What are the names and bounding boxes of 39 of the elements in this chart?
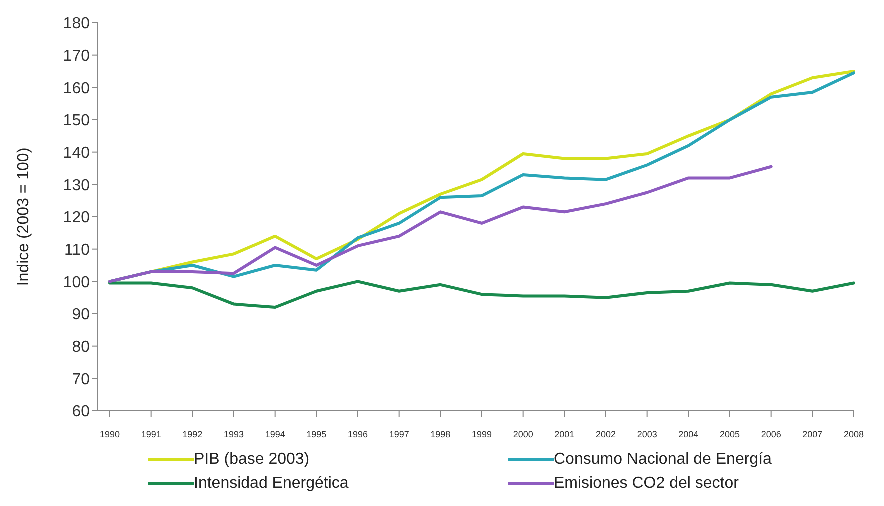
x-tick-label: 2003	[637, 429, 658, 440]
legend-label: Emisiones CO2 del sector	[554, 475, 739, 493]
line-series	[108, 280, 856, 310]
y-tick-label: 60	[72, 404, 90, 421]
y-tick-label: 180	[63, 16, 90, 33]
y-tick-label: 120	[63, 210, 90, 227]
y-tick-label: 130	[63, 177, 90, 194]
y-tick-label: 160	[63, 80, 90, 98]
x-tick-label: 1990	[100, 429, 120, 440]
x-tick-label: 1993	[224, 429, 244, 440]
x-tick-label: 2004	[678, 429, 699, 440]
x-tick-label: 1994	[265, 429, 286, 440]
x-tick-label: 1991	[141, 429, 162, 440]
x-tick-label: 1998	[430, 429, 451, 440]
x-tick-label: 2001	[554, 429, 575, 440]
x-tick-label: 2008	[844, 429, 864, 440]
legend-label: Intensidad Energética	[194, 475, 349, 493]
x-tick-label: 1997	[389, 429, 410, 440]
y-tick-label: 100	[63, 274, 90, 292]
y-tick-label: 80	[72, 339, 90, 356]
y-tick-label: 90	[72, 306, 90, 324]
x-tick-label: 1999	[472, 429, 492, 440]
y-tick-label: 70	[72, 371, 90, 388]
y-tick-label: 110	[64, 242, 90, 260]
x-tick-label: 1996	[348, 429, 368, 440]
y-tick-label: 150	[63, 112, 90, 130]
x-tick-label: 2007	[802, 429, 823, 440]
x-tick-label: 1995	[306, 429, 327, 440]
y-tick-label: 170	[63, 48, 90, 66]
legend-label: PIB (base 2003)	[194, 451, 310, 469]
x-tick-label: 2002	[596, 429, 616, 440]
x-tick-label: 2005	[720, 429, 740, 440]
x-tick-label: 2006	[761, 429, 782, 440]
y-tick-label: 140	[63, 145, 90, 162]
x-tick-label: 2000	[513, 429, 534, 440]
y-axis-title: Indice (2003 = 100)	[16, 148, 33, 286]
line-series	[108, 165, 773, 284]
legend-label: Consumo Nacional de Energía	[554, 451, 772, 469]
x-tick-label: 1992	[182, 429, 203, 440]
